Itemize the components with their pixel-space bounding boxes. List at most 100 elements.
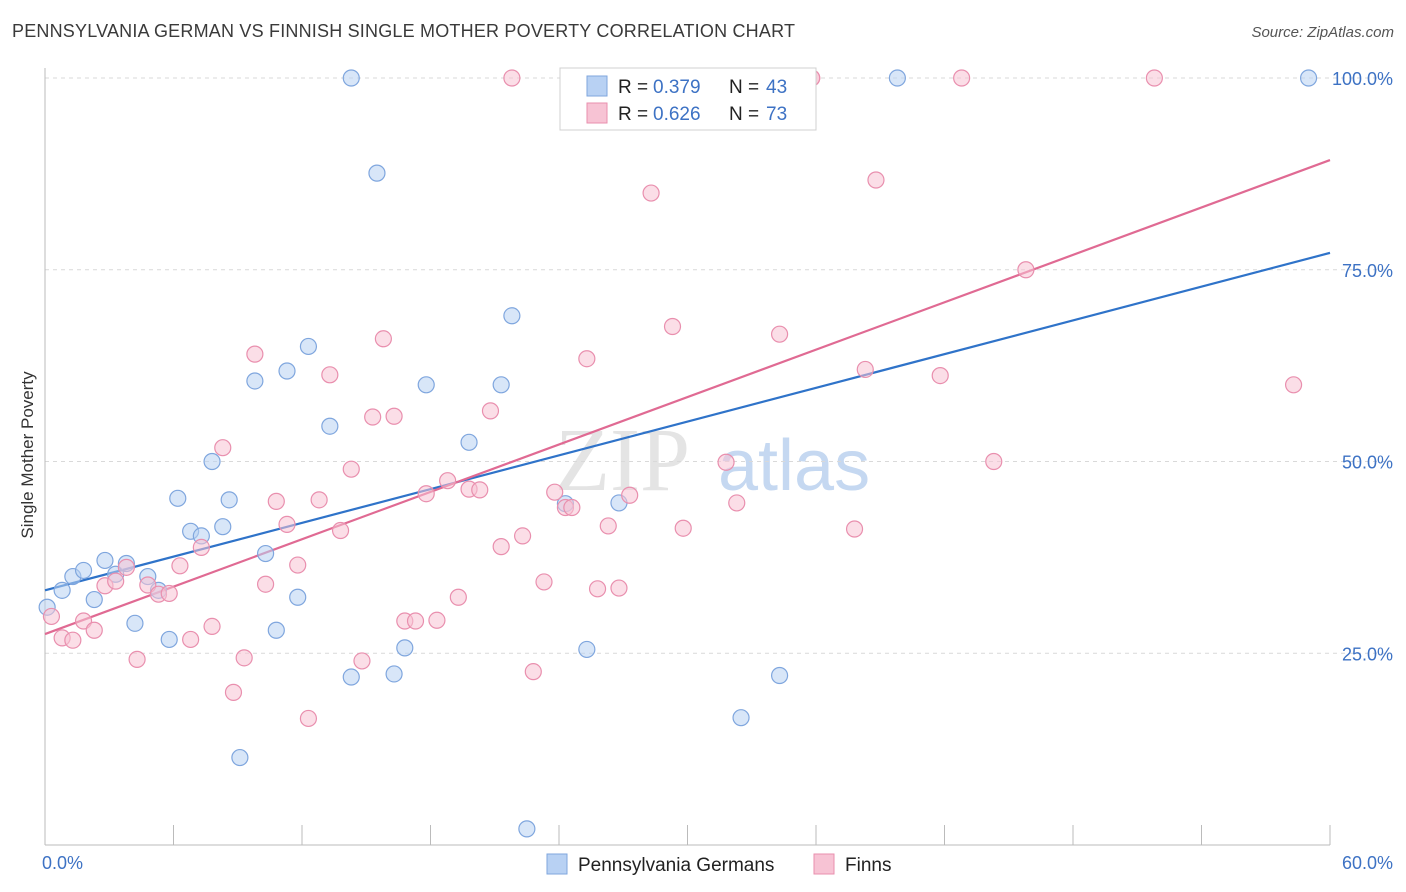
data-point-pennsylvania-germans — [503, 307, 521, 325]
data-point-finns — [563, 498, 581, 517]
data-point-pennsylvania-germans — [396, 639, 414, 657]
data-point-finns — [107, 572, 125, 590]
y-tick-label: 25.0% — [1342, 644, 1393, 664]
data-point-pennsylvania-germans — [417, 376, 435, 394]
data-point-pennsylvania-germans — [732, 709, 750, 727]
data-point-finns — [364, 408, 382, 426]
data-point-finns — [42, 607, 61, 626]
data-point-pennsylvania-germans — [85, 590, 103, 609]
data-point-finns — [610, 579, 628, 597]
data-point-finns — [203, 617, 221, 636]
x-tick-label-min: 0.0% — [42, 853, 83, 873]
data-point-pennsylvania-germans — [492, 376, 510, 394]
legend-r-label-2: R = — [618, 104, 648, 125]
watermark-atlas: atlas — [718, 426, 870, 506]
data-point-finns — [267, 492, 285, 510]
data-point-finns — [856, 360, 874, 379]
gridlines — [45, 77, 1390, 654]
data-point-finns — [64, 631, 82, 649]
data-point-pennsylvania-germans — [74, 561, 93, 580]
trend-lines — [44, 159, 1331, 636]
data-point-finns — [588, 580, 607, 598]
data-point-pennsylvania-germans — [256, 544, 275, 563]
data-point-finns — [985, 452, 1003, 471]
data-point-pennsylvania-germans — [169, 489, 187, 507]
data-point-finns — [663, 317, 682, 336]
data-point-finns — [1017, 261, 1035, 279]
data-point-pennsylvania-germans — [220, 491, 238, 509]
data-point-finns — [385, 407, 403, 425]
trend-line-pennsylvania-germans — [44, 251, 1331, 592]
legend-swatch-blue — [586, 75, 608, 97]
data-point-finns — [953, 69, 971, 87]
data-point-pennsylvania-germans — [518, 820, 536, 838]
data-point-finns — [717, 453, 735, 471]
data-point-pennsylvania-germans — [53, 581, 71, 599]
data-point-finns — [289, 556, 307, 574]
legend-n-value-2: 73 — [766, 104, 787, 125]
data-point-finns — [246, 345, 264, 363]
data-point-finns — [160, 584, 178, 603]
data-point-finns — [770, 325, 789, 343]
data-point-finns — [621, 486, 639, 504]
stats-legend: R = 0.379 N = 43 R = 0.626 N = 73 — [559, 67, 817, 131]
data-point-finns — [492, 538, 510, 556]
series-legend-label-pennsylvania-germans: Pennsylvania Germans — [578, 855, 774, 876]
data-point-finns — [117, 558, 135, 576]
data-point-finns — [599, 517, 617, 535]
chart-source: Source: ZipAtlas.com — [1251, 24, 1394, 41]
tick-labels: 25.0% 50.0% 75.0% 100.0% 0.0% 60.0% — [42, 69, 1393, 873]
data-point-finns — [578, 350, 596, 368]
data-point-finns — [845, 520, 864, 538]
data-point-finns — [503, 69, 521, 87]
legend-n-value-1: 43 — [766, 77, 787, 98]
data-point-finns — [235, 649, 253, 667]
data-point-finns — [128, 650, 146, 668]
data-point-finns — [417, 485, 435, 503]
data-point-finns — [192, 538, 210, 557]
data-point-finns — [321, 366, 339, 384]
data-point-finns — [428, 611, 446, 629]
data-point-pennsylvania-germans — [321, 417, 339, 435]
data-point-pennsylvania-germans — [460, 433, 478, 451]
y-axis-label: Single Mother Poverty — [18, 371, 37, 539]
data-point-pennsylvania-germans — [368, 164, 386, 182]
data-point-finns — [299, 709, 318, 728]
axes — [44, 68, 1331, 846]
data-point-finns — [524, 663, 542, 681]
series-legend: Pennsylvania Germans Finns — [546, 853, 891, 876]
data-point-finns — [310, 491, 328, 509]
legend-n-label-2: N = — [729, 104, 759, 125]
data-point-finns — [256, 575, 275, 593]
data-point-pennsylvania-germans — [299, 337, 318, 356]
data-point-pennsylvania-germans — [231, 748, 249, 767]
data-point-finns — [471, 481, 489, 499]
data-point-finns — [931, 366, 949, 385]
trend-line-finns — [44, 159, 1331, 636]
data-point-finns — [342, 460, 360, 478]
data-point-finns — [674, 519, 692, 537]
y-tick-label: 75.0% — [1342, 261, 1393, 281]
data-point-finns — [1284, 376, 1303, 394]
legend-swatch-pink — [586, 102, 608, 124]
data-point-pennsylvania-germans — [385, 665, 403, 683]
data-point-finns — [449, 588, 467, 606]
data-point-finns — [171, 557, 189, 575]
data-point-finns — [214, 439, 232, 457]
data-point-finns — [546, 483, 564, 501]
data-point-pennsylvania-germans — [770, 666, 789, 685]
series-legend-swatch-pennsylvania-germans — [546, 853, 568, 875]
data-point-finns — [374, 330, 392, 348]
y-tick-label: 50.0% — [1342, 453, 1393, 473]
data-point-finns — [278, 515, 296, 533]
data-point-finns — [481, 402, 500, 420]
data-point-finns — [867, 171, 885, 189]
data-point-finns — [331, 521, 350, 540]
data-point-finns — [406, 612, 425, 630]
data-point-pennsylvania-germans — [289, 588, 307, 606]
data-point-pennsylvania-germans — [203, 452, 221, 471]
data-point-finns — [85, 621, 103, 639]
data-points — [38, 69, 1318, 838]
data-point-pennsylvania-germans — [126, 614, 144, 632]
